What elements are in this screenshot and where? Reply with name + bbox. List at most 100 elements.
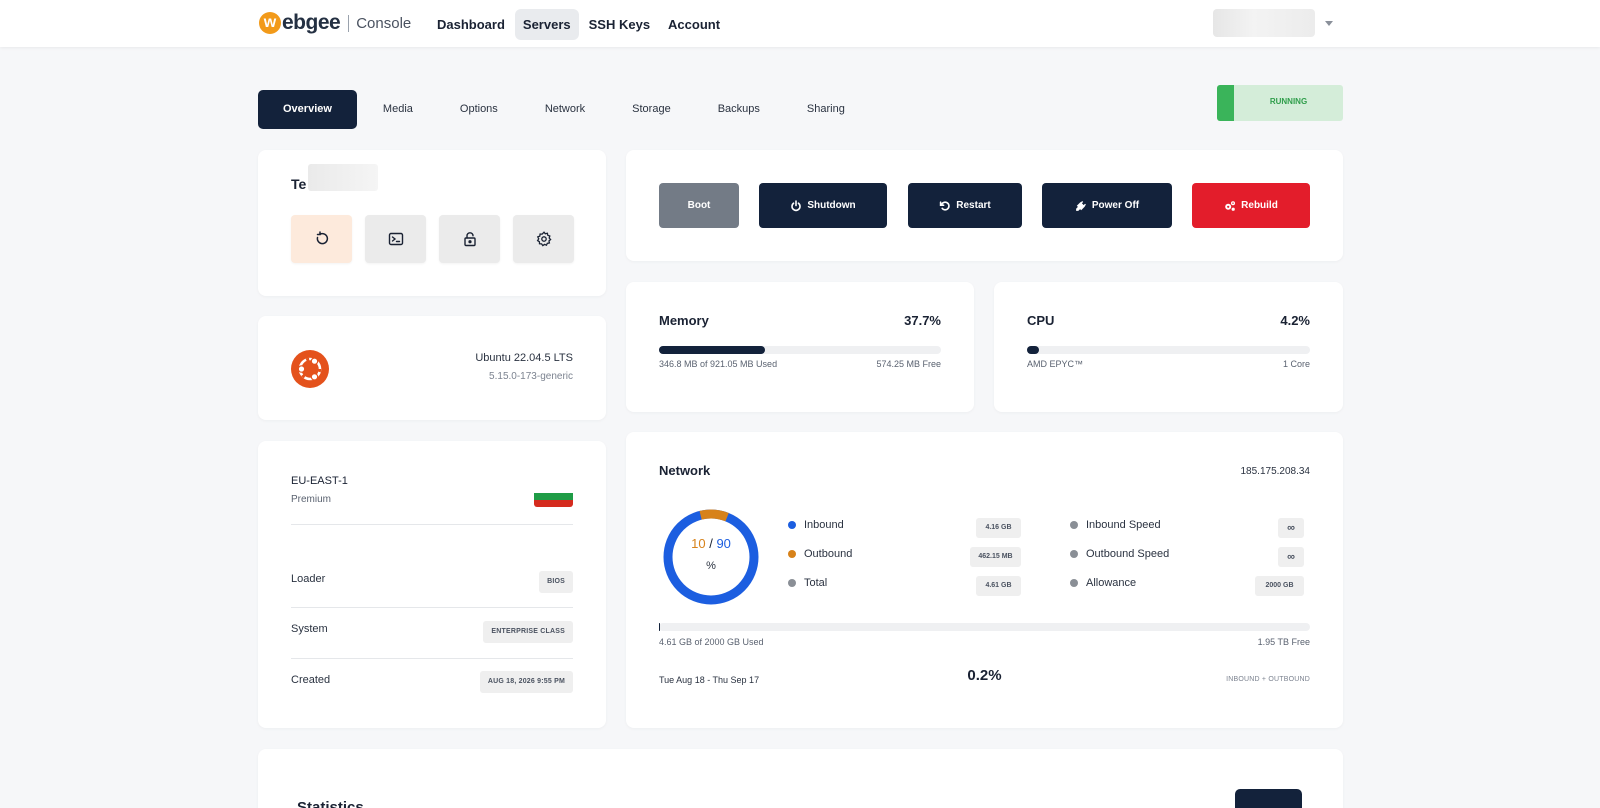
status-label: RUNNING: [1269, 97, 1308, 106]
user-avatar-blurred: [1213, 9, 1315, 37]
region-tier: Premium: [291, 494, 332, 505]
power-controls-card: Boot Shutdown Restart Power Off Rebuild: [626, 150, 1343, 261]
legend-label: Allowance: [1086, 577, 1137, 589]
settings-button[interactable]: [513, 215, 574, 263]
cpu-card: CPU 4.2% AMD EPYC™ 1 Core: [994, 282, 1343, 412]
donut-unit: %: [706, 560, 716, 572]
ubuntu-logo-icon: [291, 350, 329, 388]
os-name: Ubuntu 22.04.5 LTS: [475, 352, 573, 364]
cpu-percent: 4.2%: [1280, 313, 1310, 328]
divider: [291, 524, 573, 525]
brand-logo[interactable]: w ebgee Console: [259, 11, 411, 35]
tab-media[interactable]: Media: [382, 103, 413, 115]
loader-value: BIOS: [539, 571, 573, 593]
outbound-speed-dot-icon: [1070, 550, 1078, 558]
console-button[interactable]: [365, 215, 426, 263]
total-value: 4.61 GB: [976, 576, 1021, 596]
bandwidth-percent: 0.2%: [967, 667, 1002, 684]
ip-address[interactable]: 185.175.208.34: [1240, 466, 1310, 477]
brand-name: ebgee: [282, 11, 341, 34]
memory-percent: 37.7%: [904, 313, 941, 328]
reinstall-button[interactable]: [291, 215, 352, 263]
restart-button[interactable]: Restart: [908, 183, 1022, 228]
system-value: ENTERPRISE CLASS: [483, 621, 573, 643]
outbound-dot-icon: [788, 550, 796, 558]
status-indicator: [1217, 85, 1234, 121]
power-off-button[interactable]: Power Off: [1042, 183, 1172, 228]
memory-free: 574.25 MB Free: [876, 359, 941, 369]
inbound-dot-icon: [788, 521, 796, 529]
cpu-progress-track: [1027, 346, 1310, 354]
created-label: Created: [291, 674, 331, 686]
chevron-down-icon: [1325, 20, 1333, 26]
memory-card: Memory 37.7% 346.8 MB of 921.05 MB Used …: [626, 282, 974, 412]
system-label: System: [291, 623, 328, 635]
shutdown-label: Shutdown: [807, 200, 856, 211]
user-menu[interactable]: [1213, 9, 1333, 37]
legend-label: Outbound Speed: [1086, 548, 1170, 560]
boot-label: Boot: [687, 200, 711, 211]
restart-label: Restart: [956, 200, 991, 211]
traffic-donut-chart: [663, 509, 759, 605]
bandwidth-free: 1.95 TB Free: [1257, 637, 1310, 647]
statistics-card: Statistics: [258, 749, 1343, 808]
status-badge: RUNNING: [1217, 85, 1343, 121]
nav-ssh-keys[interactable]: SSH Keys: [588, 17, 651, 32]
nav-dashboard[interactable]: Dashboard: [437, 17, 505, 32]
tab-storage[interactable]: Storage: [632, 103, 671, 115]
statistics-toggle-button[interactable]: [1235, 789, 1302, 808]
terminal-icon: [388, 232, 403, 246]
lock-icon: [463, 232, 476, 247]
statistics-title: Statistics: [297, 799, 364, 808]
memory-used: 346.8 MB of 921.05 MB Used: [659, 359, 778, 369]
inbound-value: 4.16 GB: [976, 518, 1021, 538]
tab-sharing[interactable]: Sharing: [806, 103, 845, 115]
cpu-title: CPU: [1027, 313, 1055, 328]
legend-allowance: Allowance: [1070, 577, 1136, 589]
legend-label: Inbound: [804, 519, 844, 531]
outbound-pct: 10: [691, 536, 706, 551]
legend-inbound: Inbound: [788, 519, 844, 531]
cpu-progress-fill: [1027, 346, 1039, 354]
cpu-model: AMD EPYC™: [1027, 359, 1084, 369]
tab-options[interactable]: Options: [459, 103, 498, 115]
donut-ratio: 10 / 90: [662, 536, 760, 551]
legend-label: Outbound: [804, 548, 853, 560]
shutdown-button[interactable]: Shutdown: [759, 183, 887, 228]
power-off-label: Power Off: [1091, 200, 1140, 211]
nav-account[interactable]: Account: [668, 17, 721, 32]
rebuild-button[interactable]: Rebuild: [1192, 183, 1310, 228]
legend-outbound-speed: Outbound Speed: [1070, 548, 1169, 560]
top-navbar: w ebgee Console Dashboard Servers SSH Ke…: [0, 0, 1600, 47]
inbound-speed-dot-icon: [1070, 521, 1078, 529]
memory-progress-track: [659, 346, 941, 354]
power-icon: [791, 199, 802, 211]
brand-divider: [348, 14, 350, 32]
gear-icon: [536, 231, 552, 247]
memory-title: Memory: [659, 313, 709, 328]
tab-overview[interactable]: Overview: [258, 90, 357, 129]
tab-network[interactable]: Network: [544, 103, 586, 115]
bandwidth-direction-label: INBOUND + OUTBOUND: [1226, 676, 1310, 683]
allowance-value: 2000 GB: [1255, 576, 1304, 596]
plug-icon: [1075, 200, 1086, 211]
password-button[interactable]: [439, 215, 500, 263]
boot-button[interactable]: Boot: [659, 183, 739, 228]
legend-label: Total: [804, 577, 828, 589]
created-value: AUG 18, 2026 9:55 PM: [479, 671, 573, 693]
loader-label: Loader: [291, 573, 326, 585]
legend-outbound: Outbound: [788, 548, 852, 560]
legend-label: Inbound Speed: [1086, 519, 1161, 531]
bandwidth-progress-fill: [659, 623, 661, 631]
os-card: Ubuntu 22.04.5 LTS 5.15.0-173-generic: [258, 316, 606, 420]
divider: [291, 658, 573, 659]
network-title: Network: [659, 463, 711, 478]
nav-servers[interactable]: Servers: [514, 9, 579, 40]
divider: [291, 607, 573, 608]
rebuild-label: Rebuild: [1241, 200, 1278, 211]
tab-backups[interactable]: Backups: [717, 103, 760, 115]
allowance-dot-icon: [1070, 579, 1078, 587]
legend-total: Total: [788, 577, 827, 589]
os-kernel: 5.15.0-173-generic: [489, 371, 573, 382]
bandwidth-progress-track: [659, 623, 1310, 631]
